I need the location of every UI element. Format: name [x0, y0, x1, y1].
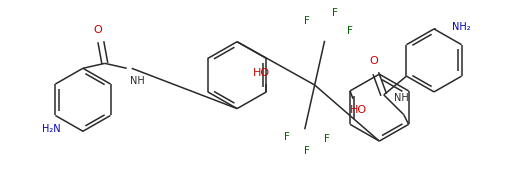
- Text: F: F: [304, 16, 310, 26]
- Text: O: O: [370, 56, 378, 66]
- Text: F: F: [332, 8, 337, 18]
- Text: F: F: [347, 26, 352, 36]
- Text: HO: HO: [349, 105, 367, 115]
- Text: NH₂: NH₂: [452, 22, 471, 32]
- Text: H₂N: H₂N: [42, 124, 61, 134]
- Text: NH: NH: [394, 93, 409, 103]
- Text: NH: NH: [130, 76, 144, 86]
- Text: F: F: [284, 132, 290, 142]
- Text: O: O: [94, 25, 102, 35]
- Text: F: F: [304, 146, 310, 156]
- Text: F: F: [324, 134, 330, 144]
- Text: HO: HO: [253, 68, 270, 78]
